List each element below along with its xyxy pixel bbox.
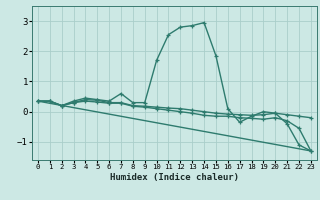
X-axis label: Humidex (Indice chaleur): Humidex (Indice chaleur) [110,173,239,182]
